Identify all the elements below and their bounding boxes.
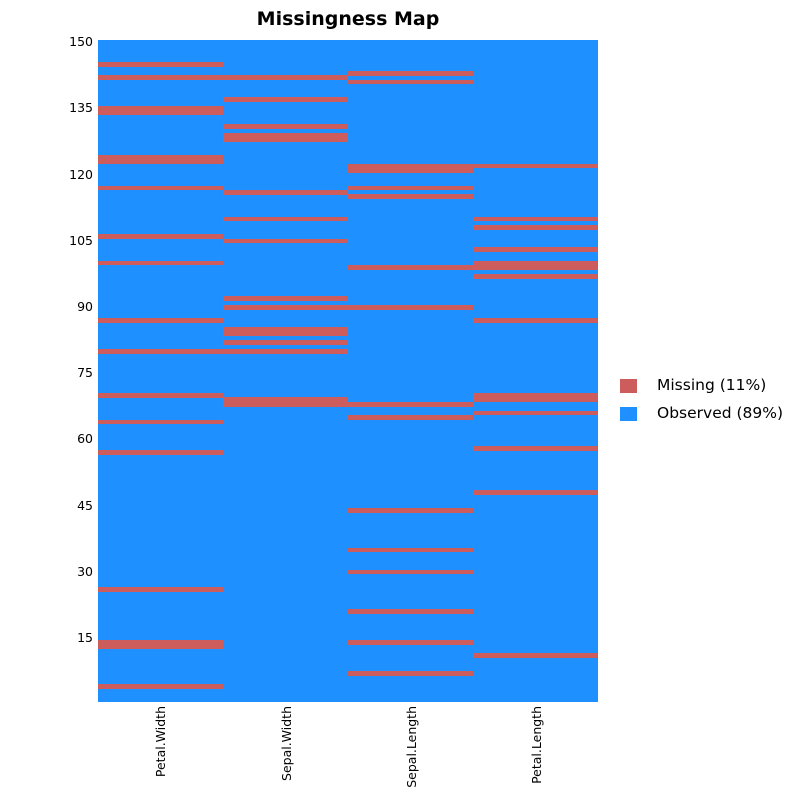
- missing-cell: [223, 326, 348, 332]
- missing-cell: [98, 75, 223, 80]
- chart-title: Missingness Map: [256, 8, 440, 30]
- y-tick-label: 90: [77, 299, 93, 314]
- column-sepal-length: [348, 40, 473, 702]
- missing-cell: [473, 265, 598, 270]
- legend-label-observed: Observed (89%): [657, 404, 784, 422]
- missing-cell: [98, 587, 223, 592]
- missing-cell: [98, 260, 223, 266]
- missing-cell: [98, 159, 223, 164]
- x-tick-text: Petal.Width: [153, 706, 169, 778]
- missingness-heatmap: [98, 40, 598, 702]
- missing-cell: [473, 653, 598, 659]
- missing-cell: [473, 393, 598, 398]
- missing-cell: [473, 216, 598, 222]
- missing-cell: [223, 132, 348, 138]
- legend-label-missing: Missing (11%): [657, 376, 767, 394]
- missing-cell: [98, 348, 223, 354]
- missing-cell: [98, 640, 223, 645]
- missing-cell: [473, 273, 598, 279]
- y-tick-label: 45: [77, 497, 93, 513]
- missing-cell: [98, 450, 223, 456]
- missing-cell: [223, 97, 348, 103]
- missing-cell: [473, 260, 598, 266]
- missing-cell: [473, 318, 598, 323]
- missing-cell: [98, 185, 223, 191]
- missing-cell: [348, 569, 473, 575]
- missing-cell: [223, 295, 348, 301]
- missing-cell: [348, 265, 473, 270]
- missing-cell: [223, 331, 348, 336]
- missing-cell: [98, 644, 223, 650]
- y-tick-label: 105: [69, 232, 93, 248]
- missing-cell: [348, 547, 473, 553]
- missing-cell: [98, 154, 223, 160]
- missing-cell: [223, 75, 348, 80]
- missing-cell: [223, 238, 348, 244]
- x-tick-text: Sepal.Width: [278, 706, 294, 781]
- missing-cell: [348, 194, 473, 200]
- missing-cell: [348, 70, 473, 76]
- missing-cell: [223, 137, 348, 142]
- missing-swatch-icon: [620, 379, 637, 393]
- x-tick-label: Petal.Length: [523, 706, 544, 796]
- missing-cell: [98, 419, 223, 425]
- missing-cell: [223, 348, 348, 354]
- missing-cell: [348, 609, 473, 615]
- missing-cell: [348, 163, 473, 169]
- y-tick-label: 15: [77, 630, 93, 645]
- y-tick-label: 150: [69, 34, 93, 50]
- missing-cell: [223, 340, 348, 345]
- missing-cell: [223, 123, 348, 129]
- column-petal-length: [473, 40, 598, 702]
- missing-cell: [348, 167, 473, 173]
- missing-cell: [473, 446, 598, 451]
- missing-cell: [223, 190, 348, 195]
- x-tick-label: Sepal.Width: [273, 706, 294, 796]
- x-tick-text: Petal.Length: [528, 706, 544, 784]
- missing-cell: [223, 216, 348, 222]
- missing-cell: [98, 318, 223, 323]
- missing-cell: [473, 247, 598, 253]
- missing-cell: [473, 163, 598, 169]
- missing-cell: [223, 401, 348, 407]
- y-tick-label: 30: [77, 563, 93, 579]
- x-tick-label: Petal.Width: [148, 706, 169, 796]
- missing-cell: [98, 110, 223, 116]
- missing-cell: [348, 415, 473, 420]
- y-tick-label: 75: [77, 365, 93, 381]
- missing-cell: [473, 490, 598, 495]
- missing-cell: [473, 225, 598, 231]
- missing-cell: [348, 185, 473, 191]
- missing-cell: [473, 397, 598, 403]
- missing-cell: [98, 393, 223, 398]
- x-tick-label: Sepal.Length: [398, 706, 419, 796]
- missing-cell: [98, 234, 223, 239]
- column-sepal-width: [223, 40, 348, 702]
- missing-cell: [348, 79, 473, 85]
- missing-cell: [348, 401, 473, 407]
- observed-swatch-icon: [620, 407, 637, 421]
- missing-cell: [223, 304, 348, 310]
- missing-cell: [348, 304, 473, 310]
- missing-cell: [473, 410, 598, 416]
- column-petal-width: [98, 40, 223, 702]
- missing-cell: [98, 684, 223, 690]
- missing-cell: [348, 671, 473, 676]
- y-tick-label: 135: [69, 100, 93, 116]
- y-tick-label: 60: [77, 431, 93, 447]
- missing-cell: [348, 640, 473, 645]
- missing-cell: [348, 507, 473, 513]
- missing-cell: [223, 397, 348, 403]
- x-tick-text: Sepal.Length: [403, 706, 419, 788]
- y-tick-label: 120: [69, 166, 93, 182]
- missing-cell: [98, 62, 223, 67]
- missing-cell: [98, 106, 223, 111]
